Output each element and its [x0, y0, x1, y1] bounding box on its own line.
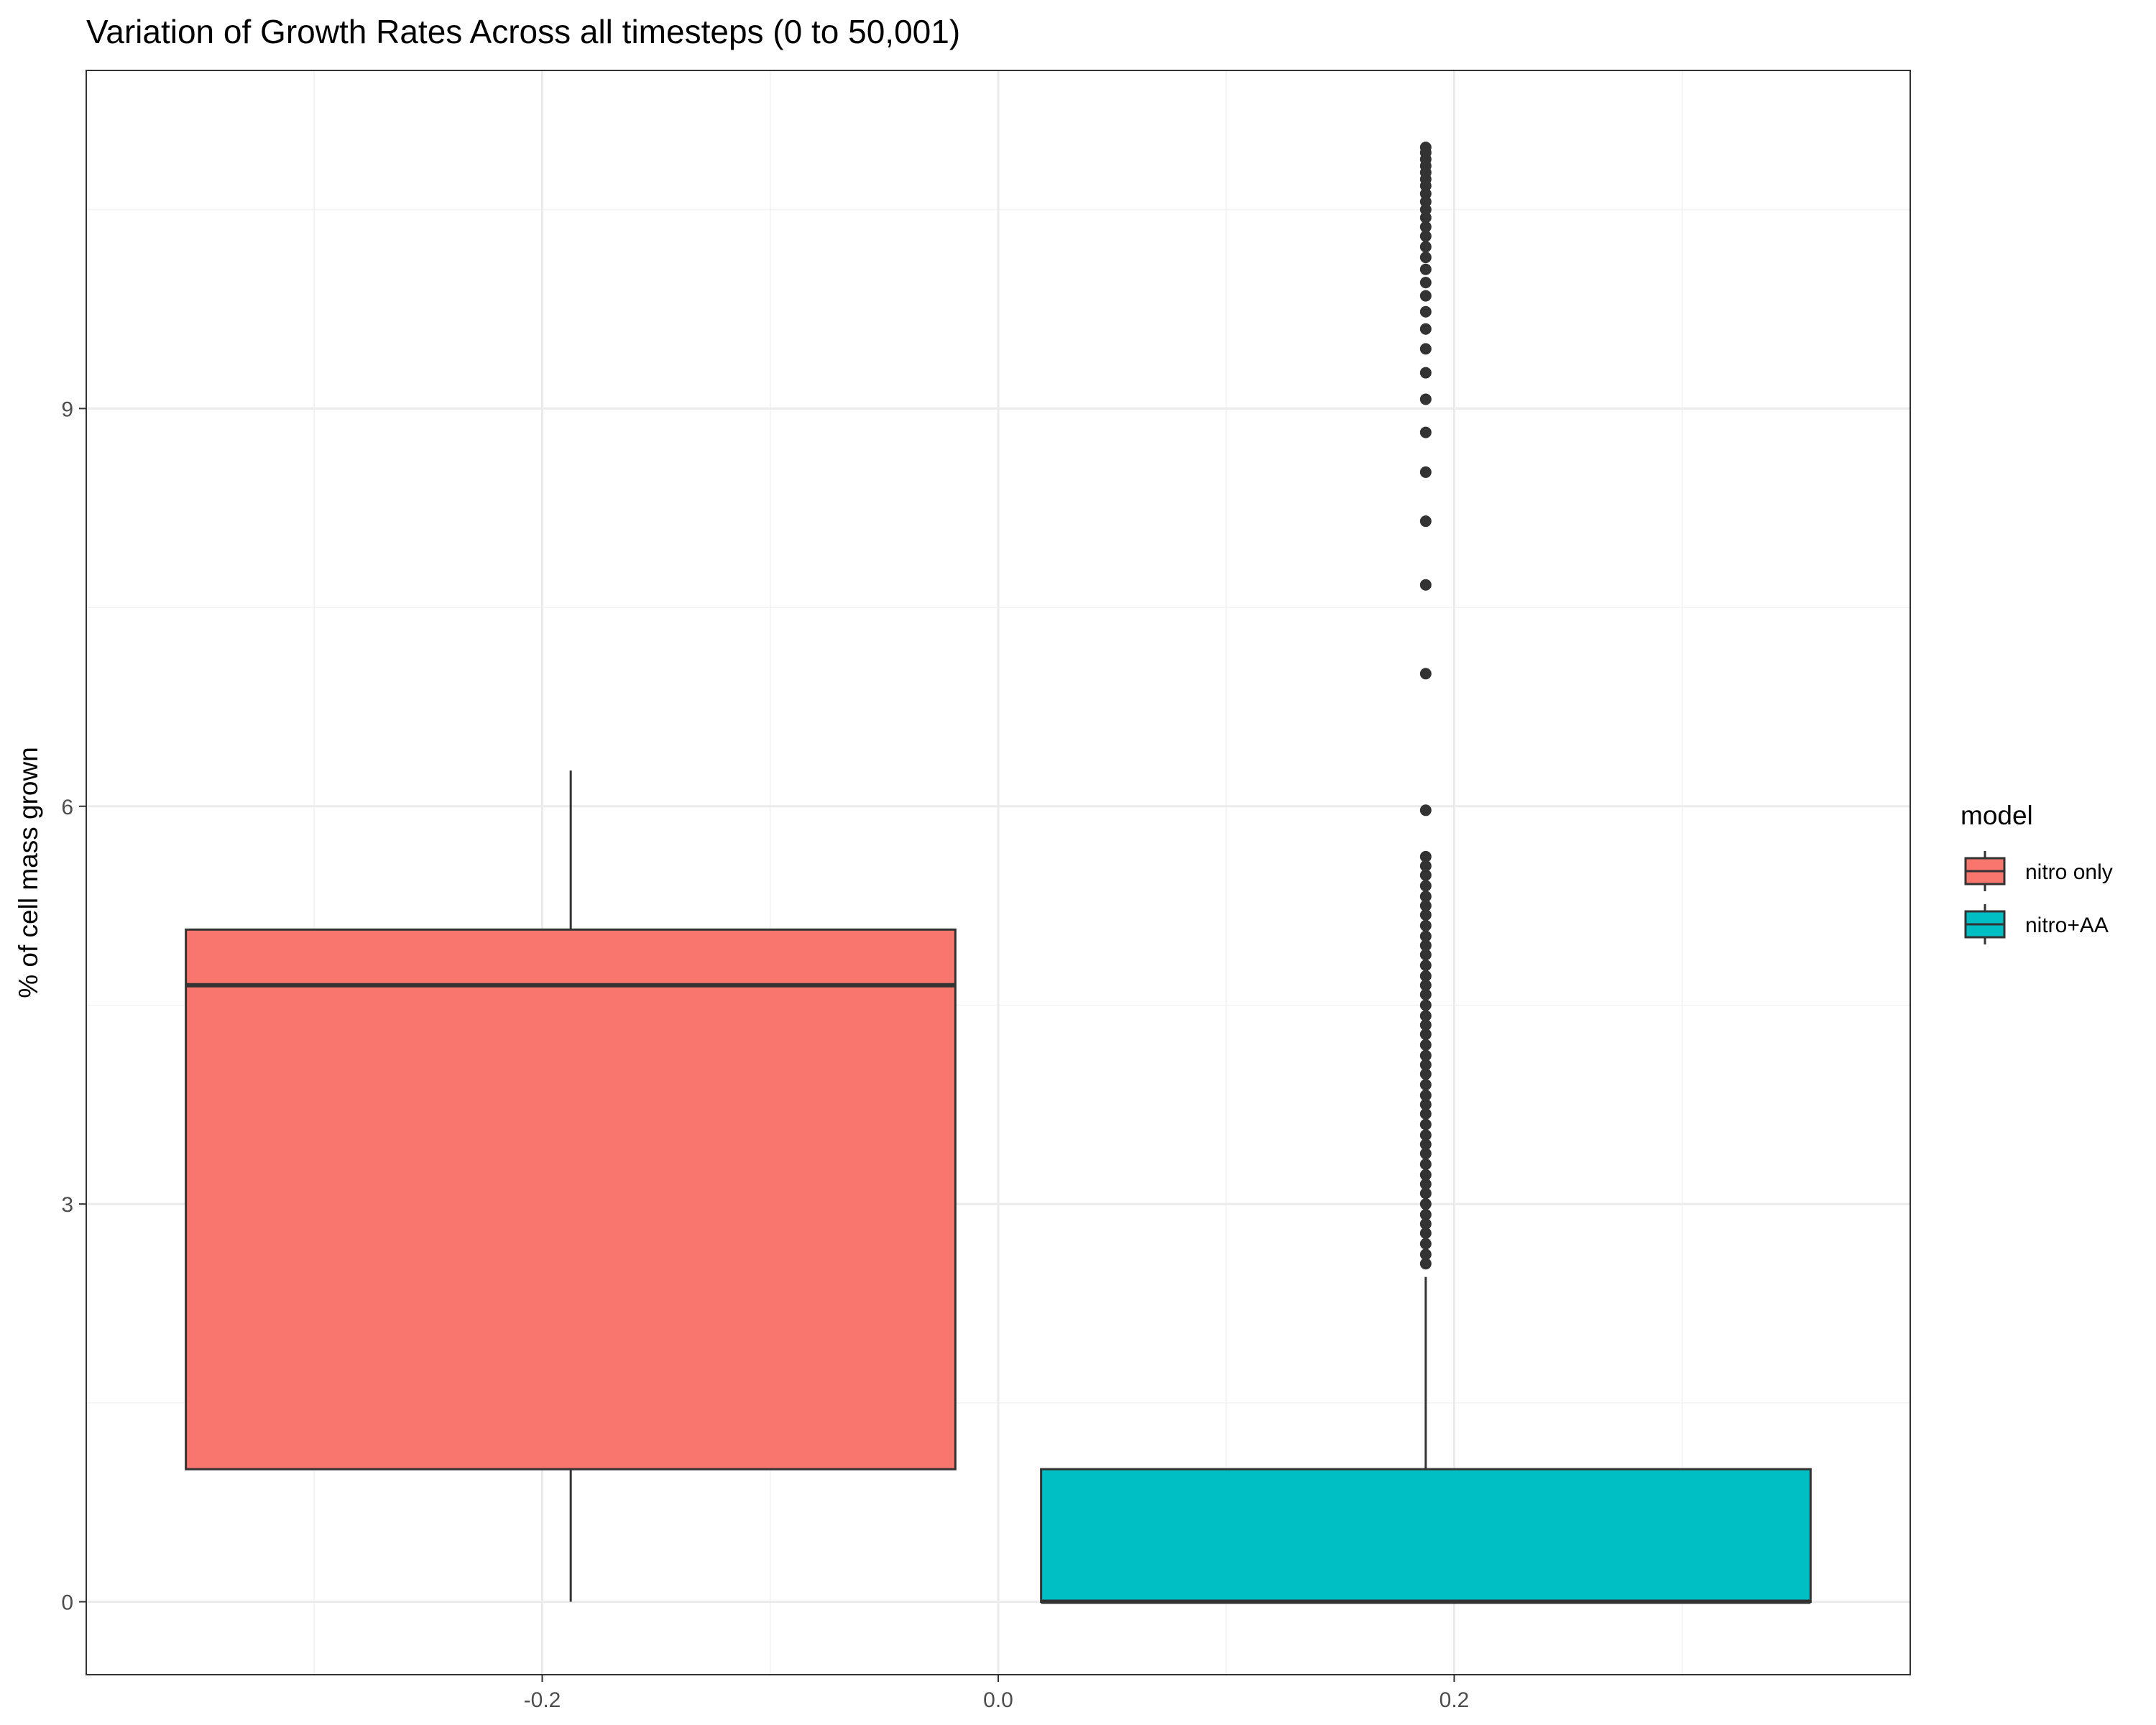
outlier-point	[1419, 1129, 1432, 1141]
outlier-point	[1419, 1059, 1432, 1071]
outlier-point	[1419, 263, 1432, 275]
outlier-point	[1419, 939, 1432, 952]
outlier-point	[1419, 305, 1432, 318]
y-tick-label: 3	[61, 1193, 73, 1217]
outlier-point	[1419, 970, 1432, 982]
outlier-point	[1419, 1238, 1432, 1250]
outlier-point	[1419, 860, 1432, 872]
outlier-point	[1419, 196, 1432, 208]
y-tick-label: 6	[61, 796, 73, 819]
outlier-point	[1419, 1039, 1432, 1051]
outlier-point	[1419, 1198, 1432, 1210]
outlier-point	[1419, 1010, 1432, 1022]
outlier-point	[1419, 1098, 1432, 1110]
outlier-point	[1419, 909, 1432, 921]
outlier-point	[1419, 1068, 1432, 1080]
y-axis: 0 3 6 9	[61, 397, 86, 1615]
outlier-point	[1419, 203, 1432, 216]
y-tick-label: 9	[61, 397, 73, 421]
outlier-point	[1419, 1258, 1432, 1270]
outlier-point	[1419, 393, 1432, 405]
outlier-point	[1419, 211, 1432, 224]
outlier-point	[1419, 919, 1432, 932]
outlier-point	[1419, 1248, 1432, 1261]
outlier-point	[1419, 252, 1432, 264]
box-body	[1040, 1468, 1812, 1604]
legend-title: model	[1961, 801, 2033, 830]
outlier-point	[1419, 323, 1432, 335]
outlier-point	[1419, 1208, 1432, 1220]
outlier-point	[1419, 579, 1432, 591]
x-tick-label: 0.2	[1439, 1688, 1470, 1712]
x-axis: -0.2 0.0 0.2	[524, 1675, 1470, 1712]
outlier-point	[1419, 1049, 1432, 1062]
outlier-point	[1419, 999, 1432, 1011]
legend-item-nitro-only: nitro only	[1964, 851, 2113, 891]
outlier-point	[1419, 230, 1432, 242]
outlier-point	[1419, 221, 1432, 233]
outlier-point	[1419, 891, 1432, 903]
outlier-point	[1419, 1218, 1432, 1230]
y-axis-title: % of cell mass grown	[14, 747, 43, 998]
outlier-point	[1419, 1108, 1432, 1120]
outlier-point	[1419, 367, 1432, 379]
outlier-point	[1419, 988, 1432, 1000]
outlier-point	[1419, 466, 1432, 478]
outlier-point	[1419, 880, 1432, 892]
legend-items: nitro only nitro+AA	[1964, 851, 2113, 944]
chart-title: Variation of Growth Rates Across all tim…	[86, 13, 960, 50]
outlier-point	[1419, 188, 1432, 200]
outlier-point	[1419, 1118, 1432, 1131]
outlier-point	[1419, 1019, 1432, 1031]
outlier-point	[1419, 277, 1432, 289]
outlier-point	[1419, 1187, 1432, 1200]
outlier-point	[1419, 900, 1432, 912]
outlier-point	[1419, 1178, 1432, 1190]
outlier-point	[1419, 515, 1432, 528]
outlier-point	[1419, 979, 1432, 991]
outlier-point	[1419, 668, 1432, 680]
outlier-point	[1419, 930, 1432, 942]
box-series	[185, 141, 1812, 1604]
y-tick-label: 0	[61, 1591, 73, 1615]
box-body	[185, 928, 957, 1471]
outlier-point	[1419, 1138, 1432, 1151]
outlier-point	[1419, 1227, 1432, 1239]
box-nitro-only	[185, 770, 957, 1602]
x-tick-label: -0.2	[524, 1688, 561, 1712]
x-tick-label: 0.0	[983, 1688, 1013, 1712]
outlier-point	[1419, 1089, 1432, 1101]
outlier-point	[1419, 1169, 1432, 1181]
outlier-point	[1419, 1079, 1432, 1091]
outlier-point	[1419, 1029, 1432, 1041]
outlier-point	[1419, 141, 1432, 153]
outlier-point	[1419, 241, 1432, 253]
legend: model nitro only nitro+AA	[1961, 801, 2113, 944]
outlier-point	[1419, 1148, 1432, 1160]
outlier-point	[1419, 343, 1432, 355]
box-nitro-aa	[1040, 141, 1812, 1604]
outlier-point	[1419, 850, 1432, 862]
outlier-point	[1419, 804, 1432, 816]
legend-item-nitro-aa: nitro+AA	[1964, 904, 2109, 944]
legend-label: nitro only	[2025, 860, 2113, 884]
outlier-point	[1419, 290, 1432, 302]
outlier-point	[1419, 426, 1432, 438]
outlier-point	[1419, 949, 1432, 961]
outlier-point	[1419, 869, 1432, 881]
outlier-point	[1419, 960, 1432, 972]
outlier-point	[1419, 1158, 1432, 1170]
legend-label: nitro+AA	[2025, 914, 2109, 937]
